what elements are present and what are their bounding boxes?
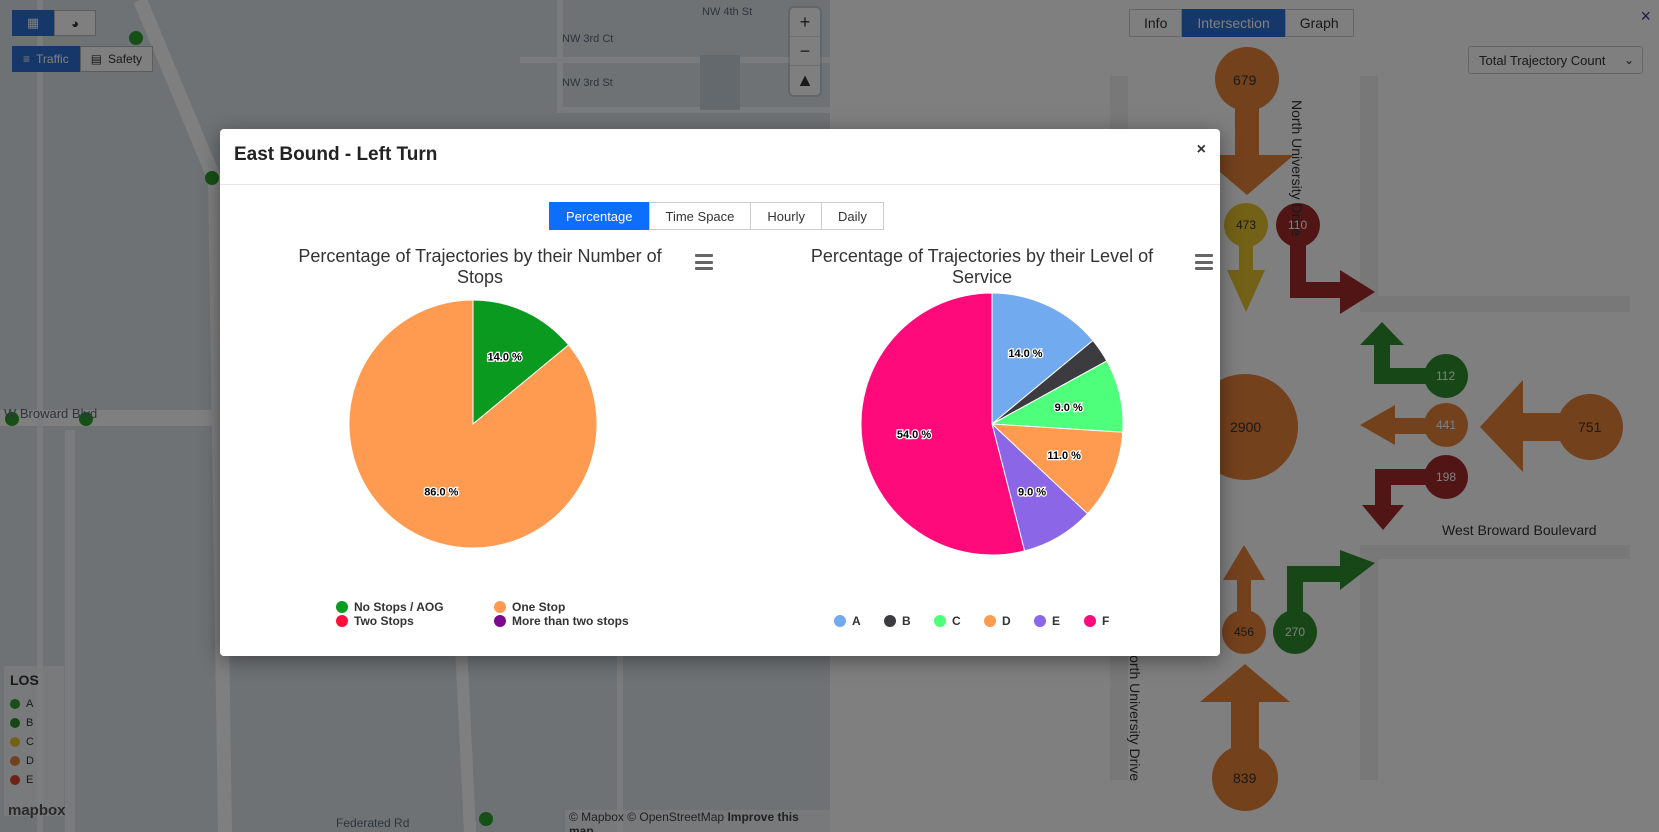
chart-title: Percentage of Trajectories by their Leve… bbox=[810, 246, 1154, 287]
stops-pie-chart: Percentage of Trajectories by their Numb… bbox=[240, 246, 740, 628]
pie-data-label: 86.0 % bbox=[424, 486, 458, 498]
view-percentage-button[interactable]: Percentage bbox=[549, 202, 650, 230]
pie-slice-d[interactable] bbox=[990, 423, 1124, 515]
view-selector: Percentage Time Space Hourly Daily bbox=[549, 202, 884, 230]
legend-item[interactable]: D bbox=[984, 614, 1011, 628]
pie-svg: 14.0 % 9.0 % 11.0 % 9.0 % 54.0 % bbox=[860, 292, 1124, 556]
chart-menu-icon[interactable] bbox=[695, 254, 713, 270]
pie-data-label: 54.0 % bbox=[897, 429, 931, 441]
movement-modal: East Bound - Left Turn × Percentage Time… bbox=[220, 129, 1220, 656]
view-daily-button[interactable]: Daily bbox=[820, 202, 884, 230]
legend-item[interactable]: More than two stops bbox=[494, 614, 629, 628]
pie-data-label: 11.0 % bbox=[1047, 450, 1081, 462]
legend-item[interactable]: F bbox=[1084, 614, 1109, 628]
legend-item[interactable]: Two Stops bbox=[336, 614, 414, 628]
legend-item[interactable]: B bbox=[884, 614, 911, 628]
pie-data-label: 14.0 % bbox=[1008, 348, 1042, 360]
modal-header: East Bound - Left Turn × bbox=[220, 129, 1220, 185]
pie-data-label: 14.0 % bbox=[488, 352, 522, 364]
modal-title: East Bound - Left Turn bbox=[234, 144, 438, 165]
pie-svg: 14.0 % 86.0 % bbox=[348, 299, 598, 549]
legend-item[interactable]: C bbox=[934, 614, 961, 628]
close-icon[interactable]: × bbox=[1196, 141, 1206, 158]
pie-slice-a[interactable] bbox=[991, 292, 1094, 426]
view-time-space-button[interactable]: Time Space bbox=[648, 202, 752, 230]
pie-slice-no-stops-aog[interactable] bbox=[472, 299, 570, 426]
pie-slice-one-stop[interactable] bbox=[348, 299, 598, 549]
legend-item[interactable]: No Stops / AOG bbox=[336, 600, 444, 614]
pie-data-label: 9.0 % bbox=[1055, 402, 1083, 414]
legend-item[interactable]: A bbox=[834, 614, 861, 628]
pie-slice-f[interactable] bbox=[860, 292, 1026, 556]
chart-menu-icon[interactable] bbox=[1195, 254, 1213, 270]
legend-item[interactable]: E bbox=[1034, 614, 1060, 628]
legend-item[interactable]: One Stop bbox=[494, 600, 565, 614]
pie-data-label: 9.0 % bbox=[1018, 487, 1046, 499]
view-hourly-button[interactable]: Hourly bbox=[750, 202, 822, 230]
chart-title: Percentage of Trajectories by their Numb… bbox=[298, 246, 662, 287]
los-pie-chart: Percentage of Trajectories by their Leve… bbox=[740, 246, 1240, 628]
